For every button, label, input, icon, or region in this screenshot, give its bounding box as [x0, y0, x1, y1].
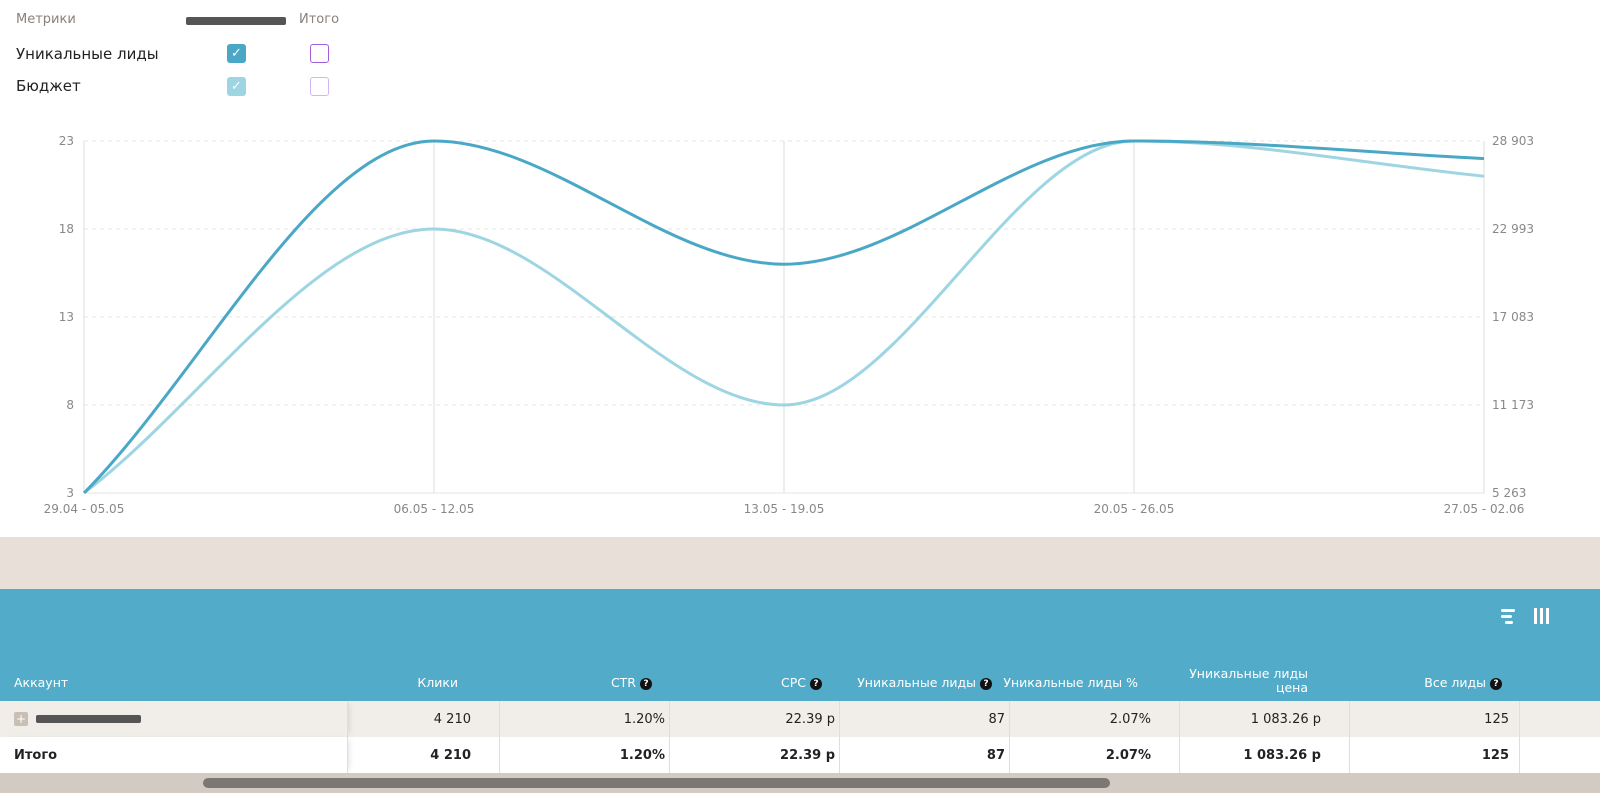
table-cell: 125: [1350, 737, 1520, 773]
table-cell: 1 083.26 р: [1180, 737, 1350, 773]
cell-value: 2.07%: [1105, 747, 1151, 763]
total-header: Итого: [299, 12, 340, 27]
column-header[interactable]: Уникальные лиды?: [857, 676, 992, 690]
cell-value: 1 083.26 р: [1250, 711, 1321, 727]
x-tick-label: 27.05 - 02.06: [1444, 502, 1525, 516]
column-header[interactable]: Уникальные лиды %: [1003, 676, 1138, 690]
table-total-row: Итого 4 210 1.20% 22.39 р 87 2.07% 1 083.26 р 1…: [0, 737, 1600, 773]
left-tick-label: 18: [59, 222, 74, 236]
metrics-legend: Метрики Итого Уникальные лиды Бюджет ✓ ✓: [0, 0, 400, 110]
x-tick-label: 29.04 - 05.05: [44, 502, 125, 516]
column-header-label: Уникальные лиды: [857, 675, 976, 690]
cell-value: 4 210: [430, 747, 471, 763]
account-name-redacted: [186, 17, 286, 25]
cell-value: 1.20%: [623, 711, 665, 727]
table-cell: 125: [1350, 701, 1520, 737]
cell-value: Итого: [14, 747, 58, 763]
divider-band: [0, 537, 1600, 589]
column-header-label: Аккаунт: [14, 675, 69, 690]
help-icon[interactable]: ?: [980, 677, 992, 690]
table-cell: 1.20%: [500, 737, 670, 773]
column-header[interactable]: CPC?: [781, 676, 822, 690]
table-cell: 2.07%: [1010, 737, 1180, 773]
help-icon[interactable]: ?: [640, 677, 652, 690]
cell-value: 22.39 р: [780, 747, 835, 763]
column-header[interactable]: Уникальные лиды цена: [1173, 667, 1308, 695]
table-cell: 4 210: [348, 701, 500, 737]
series-line-0: [82, 139, 1485, 495]
left-tick-label: 3: [66, 486, 74, 500]
table-cell: 1.20%: [500, 701, 670, 737]
left-tick-label: 13: [59, 310, 74, 324]
metric-budget-label: Бюджет: [16, 77, 81, 95]
help-icon[interactable]: ?: [810, 677, 822, 690]
account-name-redacted[interactable]: [36, 715, 141, 723]
right-tick-label: 22 993: [1492, 222, 1534, 236]
column-header-label: CPC: [781, 675, 806, 690]
table-cell: 87: [840, 737, 1010, 773]
left-tick-label: 23: [59, 134, 74, 148]
column-header[interactable]: Аккаунт: [14, 676, 68, 690]
unique-leads-account-checkbox[interactable]: ✓: [227, 44, 246, 63]
line-chart: 3 5 263 8 11 173 13 17 083 18 22 993 23 28 903 29.…: [44, 134, 1534, 516]
cell-value: 4 210: [433, 711, 471, 727]
table-cell: 2.07%: [1010, 701, 1180, 737]
unique-leads-total-checkbox[interactable]: [310, 44, 329, 63]
columns-icon[interactable]: [1534, 608, 1550, 624]
table-row[interactable]: +4 210 1.20% 22.39 р 87 2.07% 1 083.26 р 125: [0, 701, 1600, 737]
column-header[interactable]: Все лиды?: [1424, 676, 1502, 690]
table-cell: +: [0, 701, 348, 737]
series-line-1: [83, 139, 1485, 495]
cell-value: 87: [986, 747, 1005, 763]
column-header-label: Все лиды: [1424, 675, 1486, 690]
horizontal-scrollbar[interactable]: [0, 773, 1600, 793]
table-cell: 22.39 р: [670, 737, 840, 773]
column-header-label: Уникальные лиды цена: [1189, 666, 1308, 695]
cell-value: 2.07%: [1109, 711, 1151, 727]
column-header-label: Клики: [417, 675, 458, 690]
x-tick-label: 20.05 - 26.05: [1094, 502, 1175, 516]
table-cell: 1 083.26 р: [1180, 701, 1350, 737]
cell-value: 87: [988, 711, 1005, 727]
budget-account-checkbox[interactable]: ✓: [227, 77, 246, 96]
table-header: Аккаунт Клики CTR? CPC? Уникальные лиды? Уник…: [0, 589, 1600, 701]
table-cell: 22.39 р: [670, 701, 840, 737]
column-header[interactable]: CTR?: [611, 676, 652, 690]
table-cell: 4 210: [348, 737, 500, 773]
cell-value: 22.39 р: [785, 711, 835, 727]
cell-value: 125: [1484, 711, 1509, 727]
x-tick-label: 13.05 - 19.05: [744, 502, 825, 516]
right-tick-label: 5 263: [1492, 486, 1526, 500]
table-cell: 87: [840, 701, 1010, 737]
cell-value: 1 083.26 р: [1243, 747, 1321, 763]
scrollbar-thumb[interactable]: [203, 778, 1110, 788]
metric-unique-leads-label: Уникальные лиды: [16, 45, 159, 63]
table-cell: Итого: [0, 737, 348, 773]
cell-value: 1.20%: [619, 747, 665, 763]
left-tick-label: 8: [66, 398, 74, 412]
column-header[interactable]: Клики: [417, 676, 458, 690]
sort-levels-icon[interactable]: [1501, 609, 1517, 624]
column-header-label: Уникальные лиды %: [1003, 675, 1138, 690]
metrics-header: Метрики: [16, 12, 76, 27]
right-tick-label: 11 173: [1492, 398, 1534, 412]
help-icon[interactable]: ?: [1490, 677, 1502, 690]
column-header-label: CTR: [610, 675, 636, 690]
x-tick-label: 06.05 - 12.05: [394, 502, 475, 516]
cell-value: 125: [1481, 747, 1509, 763]
budget-total-checkbox[interactable]: [310, 77, 329, 96]
expand-icon[interactable]: +: [14, 712, 28, 726]
right-tick-label: 17 083: [1492, 310, 1534, 324]
right-tick-label: 28 903: [1492, 134, 1534, 148]
